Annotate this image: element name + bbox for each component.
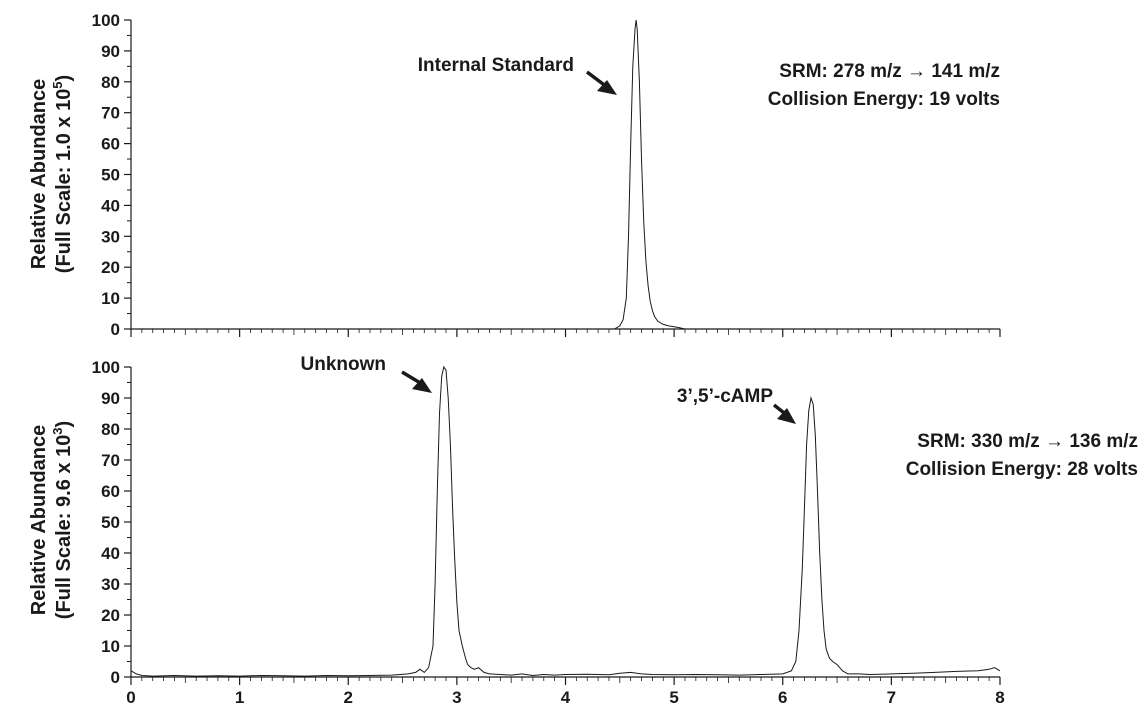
top-panel: Relative Abundance (Full Scale: 1.0 x 10… (28, 11, 1001, 339)
bottom-y-tick-label: 20 (101, 606, 120, 625)
bottom-trace-line (130, 365, 1001, 677)
bottom-collision-energy-annotation: Collision Energy: 28 volts (906, 459, 1138, 480)
bottom-x-tick-label: 5 (669, 688, 678, 707)
bottom-y-tick-label: 30 (101, 575, 120, 594)
unknown-peak-label: Unknown (301, 354, 387, 375)
top-y-axis-title: Relative Abundance (Full Scale: 1.0 x 10… (28, 75, 75, 273)
camp-peak-arrow (772, 403, 796, 424)
unknown-peak-arrow (401, 370, 432, 393)
top-y-axis-title-line2: (Full Scale: 1.0 x 105) (50, 75, 75, 273)
top-y-tick-label: 70 (101, 104, 120, 123)
bottom-y-axis-title-line1: Relative Abundance (28, 425, 50, 615)
top-trace-line (131, 19, 1000, 330)
bottom-y-tick-label: 100 (92, 358, 120, 377)
top-y-tick-label: 10 (101, 289, 120, 308)
bottom-x-tick-label: 3 (452, 688, 461, 707)
bottom-y-tick-label: 70 (101, 451, 120, 470)
bottom-y-tick-label: 40 (101, 544, 120, 563)
bottom-y-tick-label: 60 (101, 482, 120, 501)
top-y-tick-label: 50 (101, 166, 120, 185)
top-srm-annotation: SRM: 278 m/z → 141 m/z (779, 61, 1000, 82)
top-y-axis-title-line1: Relative Abundance (28, 79, 50, 269)
bottom-panel: Relative Abundance (Full Scale: 9.6 x 10… (28, 354, 1138, 707)
top-y-tick-label: 30 (101, 227, 120, 246)
top-y-tick-label: 90 (101, 42, 120, 61)
bottom-x-tick-label: 7 (887, 688, 896, 707)
bottom-y-tick-label: 10 (101, 637, 120, 656)
bottom-y-axis-title: Relative Abundance (Full Scale: 9.6 x 10… (28, 421, 75, 619)
top-y-tick-label: 60 (101, 135, 120, 154)
top-y-tick-label: 0 (111, 320, 120, 339)
bottom-x-tick-label: 4 (561, 688, 571, 707)
bottom-x-tick-label: 8 (995, 688, 1004, 707)
top-y-tick-label: 40 (101, 196, 120, 215)
top-collision-energy-annotation: Collision Energy: 19 volts (768, 89, 1000, 110)
bottom-y-tick-label: 0 (111, 668, 120, 687)
camp-peak-label: 3’,5’-cAMP (677, 386, 773, 407)
top-y-tick-label: 100 (92, 11, 120, 30)
bottom-y-tick-label: 80 (101, 420, 120, 439)
top-y-tick-label: 20 (101, 258, 120, 277)
bottom-x-ticks: 0 1 2 3 4 5 6 7 8 (126, 677, 1005, 707)
bottom-x-tick-label: 0 (126, 688, 135, 707)
bottom-srm-annotation: SRM: 330 m/z → 136 m/z (917, 431, 1138, 452)
bottom-y-axis-title-line2: (Full Scale: 9.6 x 103) (50, 421, 75, 619)
bottom-x-tick-label: 1 (235, 688, 244, 707)
bottom-x-tick-label: 2 (344, 688, 353, 707)
internal-standard-label: Internal Standard (418, 55, 574, 76)
bottom-y-tick-label: 50 (101, 513, 120, 532)
bottom-x-tick-label: 6 (778, 688, 787, 707)
top-y-ticks: 0 10 20 30 40 50 60 70 80 90 100 (92, 11, 1001, 339)
internal-standard-arrow (585, 70, 617, 95)
bottom-y-ticks: 0 10 20 30 40 50 60 70 80 90 100 (92, 358, 131, 687)
top-y-tick-label: 80 (101, 73, 120, 92)
bottom-y-tick-label: 90 (101, 389, 120, 408)
